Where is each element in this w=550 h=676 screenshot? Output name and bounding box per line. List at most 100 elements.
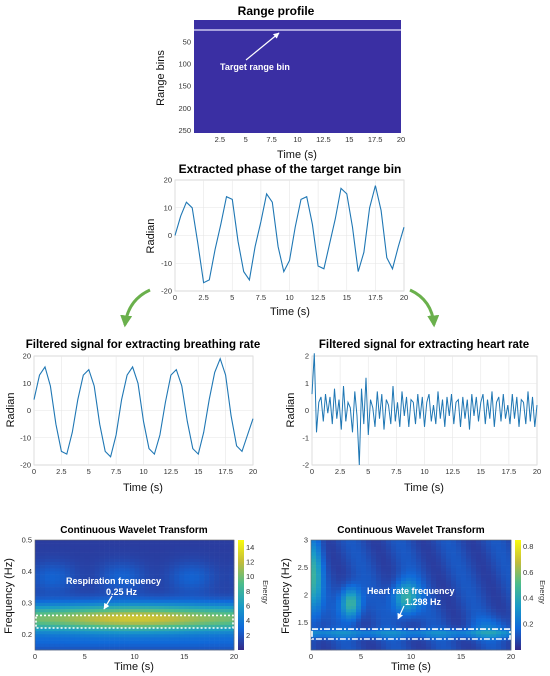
cwt2-heat-cell: [351, 646, 357, 651]
cwt1-heat-cell: [99, 580, 105, 585]
cwt1-heat-cell: [69, 621, 76, 626]
cwt1-heat-cell: [39, 587, 46, 591]
cwt1-heat-cell: [129, 590, 135, 594]
cwt1-heat-cell: [59, 593, 66, 597]
cwt1-heat-cell: [144, 609, 150, 613]
cwt2-heat-cell: [406, 631, 412, 635]
cwt1-heat-cell: [99, 606, 105, 610]
cwt1-heat-cell: [49, 584, 56, 588]
cwt1-heat-cell: [69, 568, 76, 572]
cwt1-heat-cell: [99, 615, 105, 619]
cwt2-heat-cell: [326, 643, 332, 648]
cwt2-heat-cell: [401, 584, 407, 588]
cwt1-heat-cell: [139, 546, 145, 550]
cwt2-heat-cell: [456, 584, 462, 588]
cwt1-heat-cell: [229, 552, 235, 557]
cwt2-heat-cell: [496, 562, 502, 566]
respiration-annotation-arrow: [103, 595, 113, 610]
cwt2-heat-cell: [486, 634, 492, 638]
cwt2-heat-cell: [371, 609, 377, 613]
heart-x-tick-label: 7.5: [391, 467, 401, 476]
cwt2-heat-cell: [486, 590, 492, 594]
cwt1-heat-cell: [49, 646, 56, 651]
cwt2-heat-cell: [361, 580, 367, 585]
cwt1-heat-cell: [174, 555, 180, 560]
cwt1-heat-cell: [64, 568, 71, 572]
cwt1-heat-cell: [169, 637, 175, 641]
cwt1-heat-cell: [224, 634, 230, 638]
cwt2-heat-cell: [476, 609, 482, 613]
cwt1-heat-cell: [69, 555, 76, 560]
cwt1-heat-cell: [39, 565, 46, 569]
cwt1-heat-cell: [129, 546, 135, 550]
cwt1-heat-cell: [84, 609, 91, 613]
cwt1-heat-cell: [184, 621, 190, 626]
cwt2-heat-cell: [496, 558, 502, 563]
cwt2-heat-cell: [491, 593, 497, 597]
cwt2-heat-cell: [441, 574, 447, 579]
cwt1-heat-cell: [104, 621, 110, 626]
cwt1-heat-cell: [39, 609, 46, 613]
cwt2-heat-cell: [331, 593, 337, 597]
cwt1-heat-cell: [159, 618, 165, 623]
cwt1-heat-cell: [219, 615, 225, 619]
cwt2-heat-cell: [451, 543, 457, 547]
cwt1-heat-cell: [229, 543, 235, 547]
cwt1-heat-cell: [149, 540, 155, 544]
range-y-tick-label: 100: [178, 60, 191, 69]
cwt1-heat-cell: [69, 612, 76, 616]
cwt1-heat-cell: [194, 618, 200, 623]
cwt2-heat-cell: [381, 590, 387, 594]
heart-x-tick-label: 20: [533, 467, 541, 476]
cwt2-heat-cell: [441, 599, 447, 604]
cwt2-heat-cell: [476, 621, 482, 626]
cwt2-heat-cell: [411, 646, 417, 651]
cwt2-heat-cell: [451, 634, 457, 638]
cwt2-heat-cell: [486, 606, 492, 610]
cwt2-heat-cell: [326, 562, 332, 566]
cwt2-heat-cell: [341, 568, 347, 572]
heart-x-tick-label: 10: [420, 467, 428, 476]
cwt2-heat-cell: [401, 580, 407, 585]
range-x-tick-label: 2.5: [215, 135, 225, 144]
target-annotation-arrow: [245, 32, 280, 61]
cwt1-heat-cell: [164, 606, 170, 610]
cwt1-heat-cell: [139, 646, 145, 651]
cwt1-heat-cell: [119, 555, 125, 560]
cwt2-heat-cell: [456, 590, 462, 594]
cwt2-heat-cell: [426, 543, 432, 547]
cwt2-heat-cell: [311, 558, 317, 563]
cwt1-heat-cell: [109, 549, 115, 553]
cwt2-heat-cell: [376, 552, 382, 557]
cwt1-heat-cell: [69, 637, 76, 641]
cwt2-heat-cell: [421, 580, 427, 585]
cwt2-heat-cell: [496, 621, 502, 626]
cwt2-heat-cell: [346, 615, 352, 619]
cwt2-heat-cell: [461, 568, 467, 572]
cwt1-heat-cell: [154, 612, 160, 616]
cwt2-heat-cell: [476, 568, 482, 572]
cwt2-heat-cell: [471, 631, 477, 635]
cwt1-heat-cell: [84, 637, 91, 641]
cwt2-heat-cell: [431, 584, 437, 588]
cwt1-heat-cell: [99, 643, 105, 648]
cwt2-heat-cell: [351, 584, 357, 588]
cwt2-heat-cell: [481, 634, 487, 638]
cwt1-heat-cell: [74, 571, 81, 575]
cwt2-heat-cell: [446, 555, 452, 560]
cwt1-heat-cell: [169, 546, 175, 550]
cwt1-heat-cell: [64, 562, 71, 566]
cwt2-heat-cell: [421, 609, 427, 613]
cwt2-heat-cell: [371, 577, 377, 582]
cwt2-heat-cell: [421, 596, 427, 601]
cwt2-heat-cell: [491, 549, 497, 553]
cwt2-heat-cell: [361, 640, 367, 645]
cwt2-heat-cell: [336, 587, 342, 591]
cwt2-heat-cell: [436, 621, 442, 626]
cwt2-heat-cell: [346, 606, 352, 610]
cwt1-colorbar: [238, 540, 244, 650]
cwt2-heat-cell: [366, 615, 372, 619]
cwt2-heat-cell: [321, 602, 327, 607]
cwt2-heat-cell: [441, 558, 447, 563]
